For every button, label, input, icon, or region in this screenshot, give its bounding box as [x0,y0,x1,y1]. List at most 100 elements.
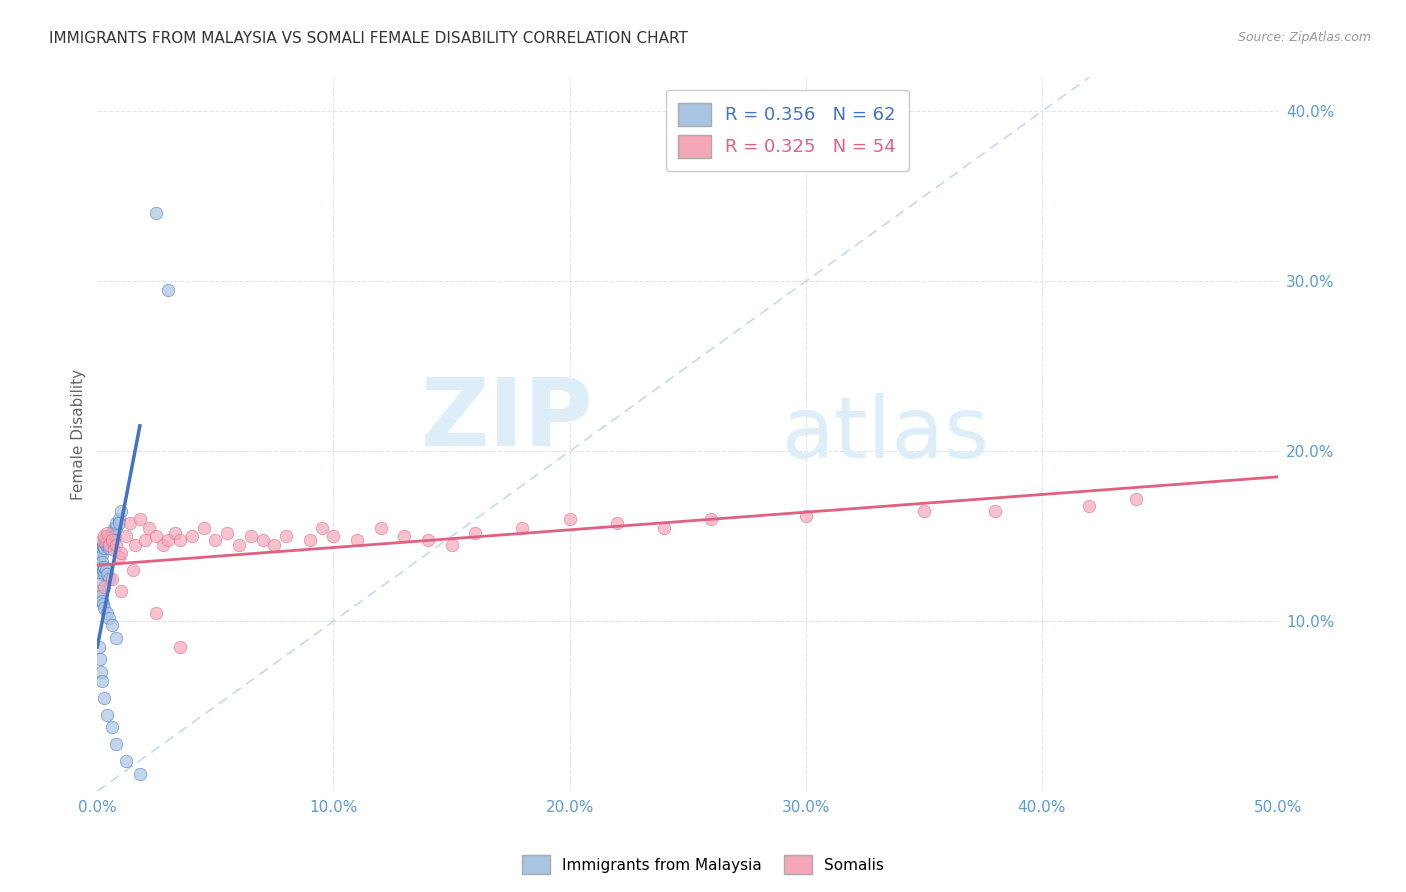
Point [93,600,115,615]
Point [103,521,125,535]
Point [145,606,167,620]
Point [98,529,121,543]
Point [94,538,117,552]
Point [107,516,129,530]
Point [96,534,118,549]
Point [93,580,115,594]
Point [180,529,202,543]
Point [124,538,146,552]
Point [103,542,125,557]
Point [134,533,156,547]
Point [90,541,112,556]
Point [96,606,118,620]
Point [91,566,114,581]
Y-axis label: Female Disability: Female Disability [72,368,86,500]
Point [103,533,125,547]
Point [94,563,117,577]
Point [96,533,118,547]
Point [128,767,150,781]
Point [558,512,581,526]
Point [98,611,121,625]
Point [110,504,132,518]
Point [90,544,112,558]
Point [276,529,298,543]
Point [252,533,274,547]
Point [91,555,114,569]
Text: ZIP: ZIP [420,374,593,466]
Point [105,521,128,535]
Point [89,563,111,577]
Point [440,538,463,552]
Point [87,549,110,564]
Point [138,521,160,535]
Point [100,533,122,547]
Point [606,516,628,530]
Point [652,521,675,535]
Point [228,538,250,552]
Point [157,283,180,297]
Text: IMMIGRANTS FROM MALAYSIA VS SOMALI FEMALE DISABILITY CORRELATION CHART: IMMIGRANTS FROM MALAYSIA VS SOMALI FEMAL… [49,31,688,46]
Point [370,521,392,535]
Point [416,533,439,547]
Point [145,529,167,543]
Point [101,529,124,543]
Point [97,538,120,552]
Point [120,516,142,530]
Legend: Immigrants from Malaysia, Somalis: Immigrants from Malaysia, Somalis [516,849,890,880]
Point [114,754,136,768]
Point [165,525,187,540]
Point [105,538,128,552]
Text: Source: ZipAtlas.com: Source: ZipAtlas.com [1237,31,1371,45]
Point [263,538,285,552]
Point [311,521,333,535]
Point [512,521,534,535]
Point [1078,499,1101,513]
Point [91,594,114,608]
Legend: R = 0.356   N = 62, R = 0.325   N = 54: R = 0.356 N = 62, R = 0.325 N = 54 [666,90,908,170]
Point [89,577,111,591]
Point [100,617,122,632]
Point [700,512,723,526]
Point [90,665,112,680]
Point [93,533,115,547]
Point [98,534,121,549]
Point [169,533,191,547]
Point [93,560,115,574]
Point [794,508,817,523]
Point [346,533,368,547]
Point [105,516,128,530]
Point [93,541,115,556]
Point [90,589,112,603]
Point [128,512,150,526]
Point [94,536,117,550]
Point [121,563,143,577]
Point [96,525,118,540]
Point [100,533,122,547]
Point [105,737,128,751]
Point [96,566,118,581]
Point [239,529,262,543]
Point [107,512,129,526]
Point [145,206,167,220]
Point [100,572,122,586]
Point [157,533,180,547]
Point [91,540,114,554]
Point [91,538,114,552]
Point [1125,491,1147,506]
Point [394,529,416,543]
Point [91,563,114,577]
Point [464,525,486,540]
Point [93,690,115,705]
Point [322,529,344,543]
Point [110,583,132,598]
Point [89,546,111,560]
Point [100,720,122,734]
Point [983,504,1005,518]
Point [91,597,114,611]
Point [204,533,226,547]
Point [91,533,114,547]
Point [89,542,111,557]
Point [93,529,115,543]
Point [96,529,118,543]
Point [114,529,136,543]
